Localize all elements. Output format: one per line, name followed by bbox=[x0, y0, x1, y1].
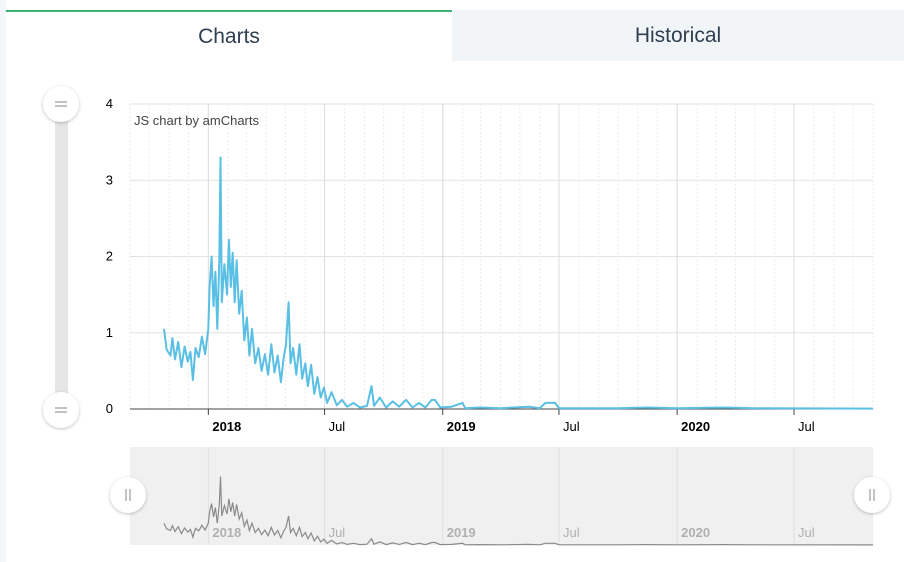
y-tick-label: 0 bbox=[106, 401, 113, 416]
navigator-left-grip[interactable] bbox=[110, 477, 146, 513]
x-tick-label: Jul bbox=[329, 419, 346, 434]
navigator-tick-label: 2018 bbox=[212, 525, 241, 540]
y-tick-label: 2 bbox=[106, 249, 113, 264]
double-bar-grip-icon bbox=[125, 489, 131, 501]
y-tick-label: 1 bbox=[106, 325, 113, 340]
navigator-axis: 2018 Jul 2019 Jul 2020 Jul bbox=[207, 447, 815, 545]
equals-grip-icon bbox=[55, 101, 67, 107]
navigator-right-grip[interactable] bbox=[854, 477, 890, 513]
navigator-tick-label: Jul bbox=[563, 525, 580, 540]
equals-grip-icon bbox=[55, 407, 67, 413]
double-bar-grip-icon bbox=[869, 489, 875, 501]
value-scrollbar-top-grip[interactable] bbox=[43, 86, 79, 122]
y-tick-label: 3 bbox=[106, 172, 113, 187]
x-tick-label: Jul bbox=[798, 419, 815, 434]
navigator-tick-label: 2019 bbox=[447, 525, 476, 540]
x-tick-label: 2018 bbox=[212, 419, 241, 434]
y-axis: 0 1 2 3 4 bbox=[106, 96, 113, 416]
y-tick-label: 4 bbox=[106, 96, 113, 111]
x-tick-label: 2019 bbox=[447, 419, 476, 434]
amcharts-credit[interactable]: JS chart by amCharts bbox=[134, 113, 259, 128]
x-axis: 2018 Jul 2019 Jul 2020 Jul bbox=[207, 409, 815, 434]
tab-bar: Charts Historical bbox=[6, 0, 904, 62]
grid bbox=[129, 103, 874, 410]
value-scrollbar-track[interactable] bbox=[55, 105, 68, 410]
value-scrollbar-bottom-grip[interactable] bbox=[43, 392, 79, 428]
navigator-tick-label: Jul bbox=[329, 525, 346, 540]
navigator-tick-label: 2020 bbox=[681, 525, 710, 540]
x-tick-label: 2020 bbox=[681, 419, 710, 434]
x-tick-label: Jul bbox=[563, 419, 580, 434]
tab-historical[interactable]: Historical bbox=[452, 10, 904, 61]
navigator-background[interactable] bbox=[130, 447, 873, 545]
series-line bbox=[163, 156, 874, 410]
navigator-tick-label: Jul bbox=[798, 525, 815, 540]
navigator-series-line bbox=[163, 476, 874, 546]
tab-charts[interactable]: Charts bbox=[6, 10, 452, 61]
